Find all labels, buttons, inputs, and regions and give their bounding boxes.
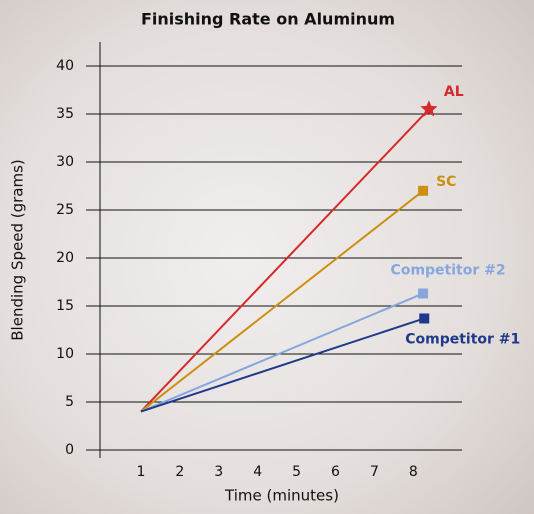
y-tick-label: 10 <box>56 346 74 362</box>
marker <box>418 185 429 196</box>
chart-title: Finishing Rate on Aluminum <box>141 10 395 29</box>
series-line <box>140 292 424 413</box>
series-line <box>140 317 425 413</box>
y-tick-label: 25 <box>56 202 74 218</box>
x-tick-label: 7 <box>370 464 379 480</box>
series-label: Competitor #1 <box>405 331 520 347</box>
marker <box>419 313 430 324</box>
y-tick-label: 40 <box>56 58 74 74</box>
x-tick-label: 1 <box>136 464 145 480</box>
y-tick-label: 5 <box>65 394 74 410</box>
marker <box>418 288 429 299</box>
y-tick-label: 30 <box>56 154 74 170</box>
series-line <box>140 190 424 413</box>
series-line <box>140 108 430 413</box>
y-tick-label: 20 <box>56 250 74 266</box>
y-tick-label: 35 <box>56 106 74 122</box>
x-tick-label: 4 <box>253 464 262 480</box>
series-label: SC <box>436 174 456 190</box>
y-tick-label: 0 <box>65 442 74 458</box>
x-tick-label: 6 <box>331 464 340 480</box>
plot-area: 0 5 10 15 20 25 30 35 40 1 2 3 4 5 6 7 8 AL SC Competitor #… <box>56 42 520 480</box>
x-tick-label: 8 <box>409 464 418 480</box>
marker <box>420 100 438 117</box>
x-tick-label: 2 <box>175 464 184 480</box>
y-axis-label: Blending Speed (grams) <box>9 159 27 340</box>
x-tick-label: 5 <box>292 464 301 480</box>
series-label: AL <box>444 84 464 100</box>
y-tick-label: 15 <box>56 298 74 314</box>
x-tick-label: 3 <box>214 464 223 480</box>
x-axis-label: Time (minutes) <box>224 487 339 505</box>
series-label: Competitor #2 <box>391 263 506 279</box>
